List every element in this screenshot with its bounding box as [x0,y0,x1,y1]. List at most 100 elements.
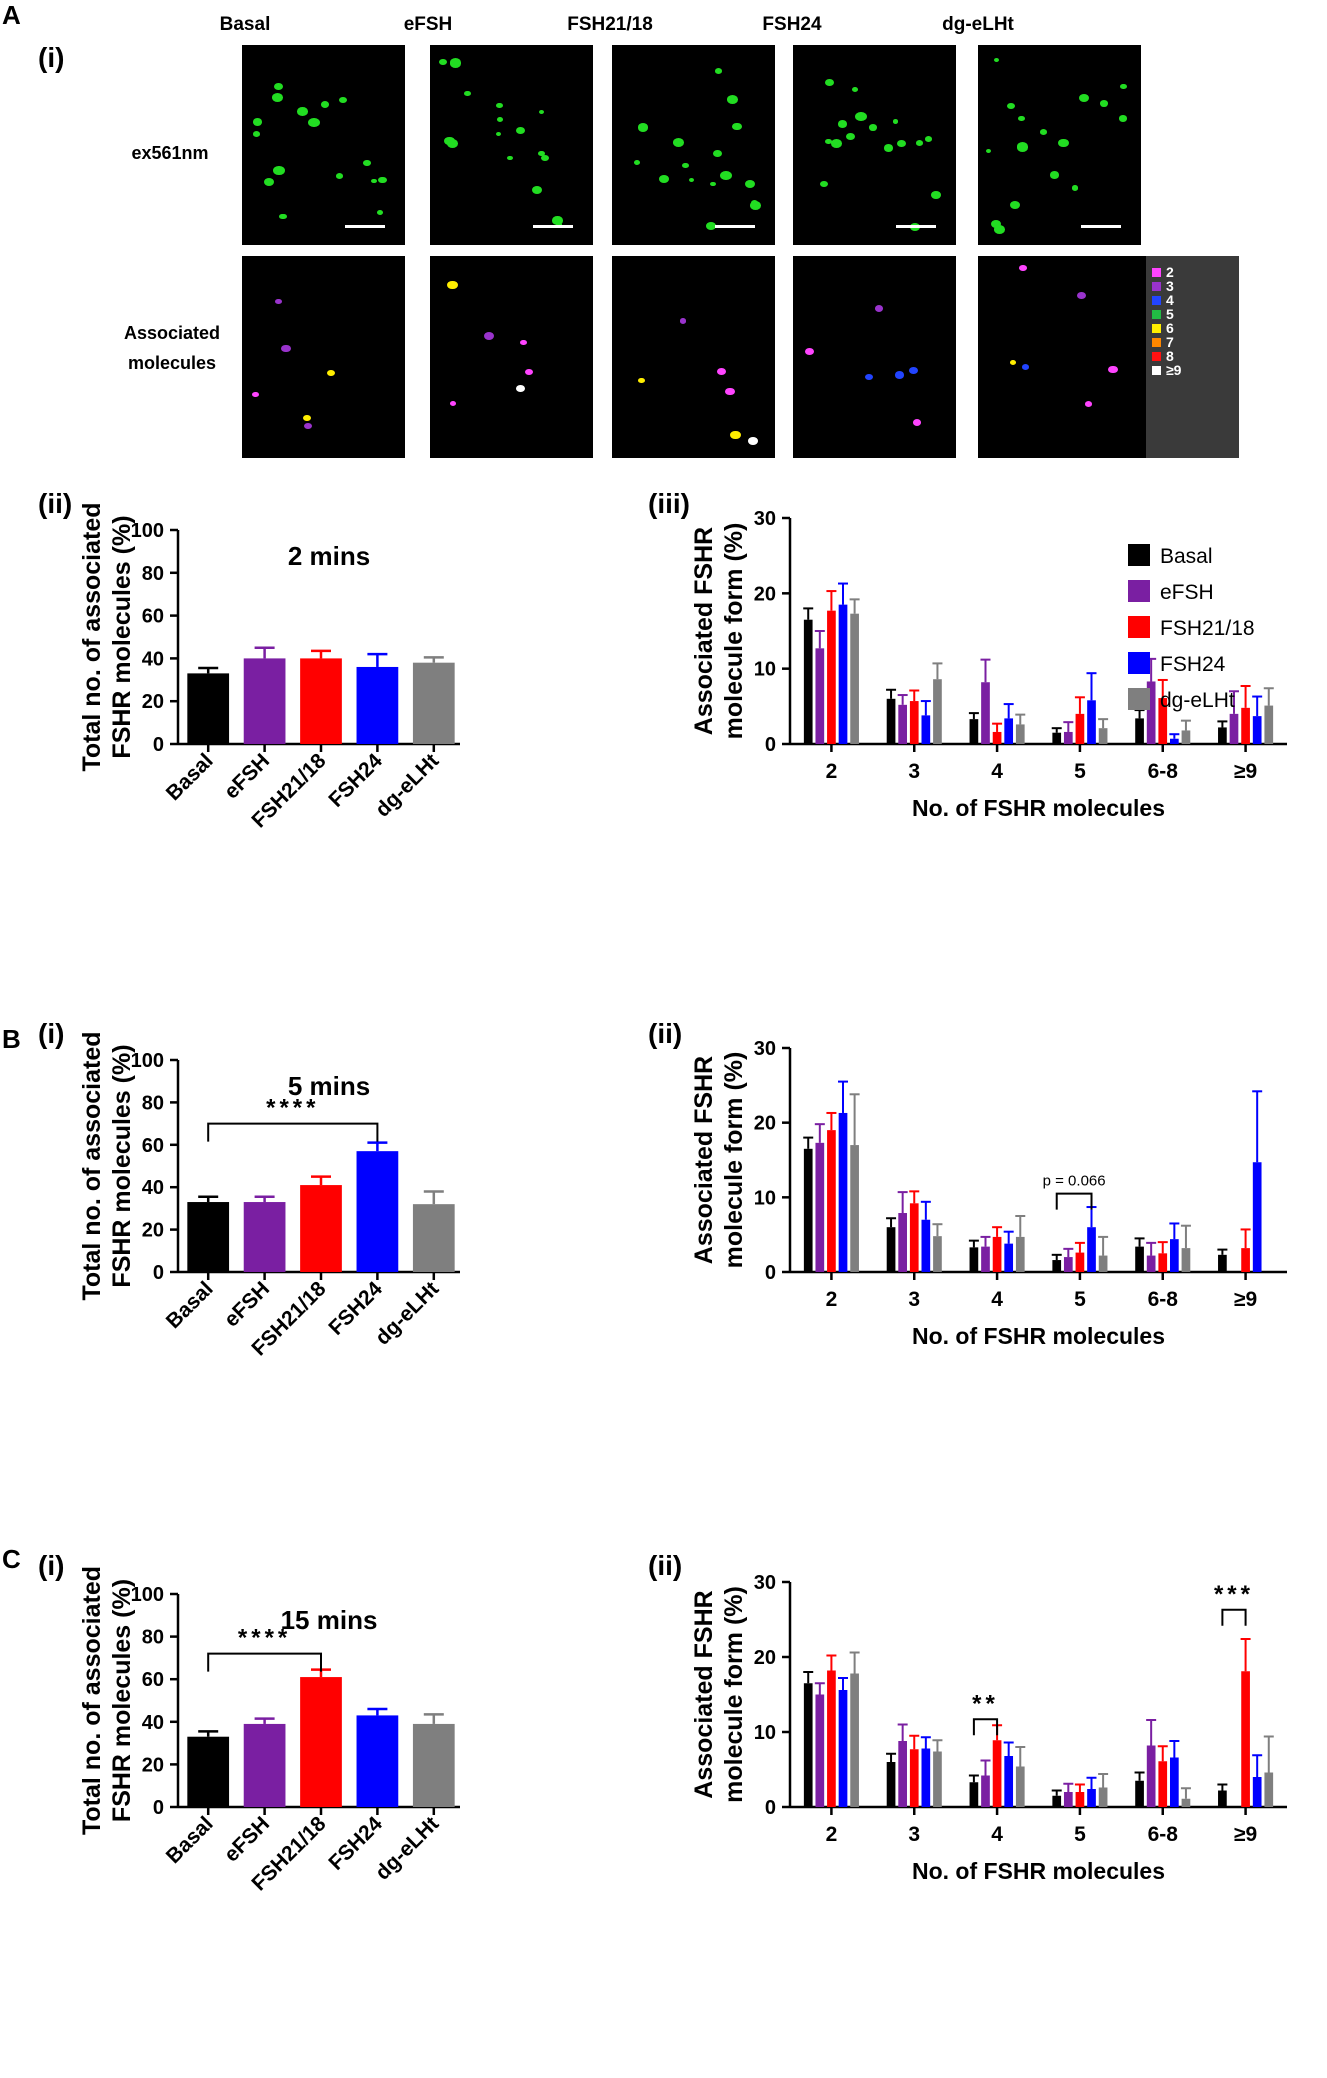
y-tick-label: 0 [153,1262,164,1284]
fluorescent-spot [730,430,741,440]
fluorescent-spot [541,155,550,162]
legend-count-label: 3 [1166,278,1174,294]
bar [827,1670,836,1807]
fluorescent-spot [673,137,685,147]
bar [1146,681,1156,744]
fluorescent-spot [1119,115,1127,122]
bar [898,1213,908,1272]
bar [300,1185,342,1272]
bar [886,698,896,744]
x-tick-label: 6-8 [1148,1288,1179,1311]
fluorescent-spot [483,331,495,340]
x-tick-label: ≥9 [1234,1823,1257,1846]
row-head-ex561nm: ex561nm [131,143,209,163]
x-tick-label: 2 [826,1823,838,1846]
bar [992,731,1002,744]
y-tick-label: 20 [754,1113,776,1135]
legend-count-item: 8 [1152,348,1174,364]
row-head-associated: Associated molecules [123,323,221,373]
panel-letter-b: B [2,1024,21,1054]
fluorescent-spot [296,107,308,116]
fluorescent-spot [251,391,259,398]
fluorescent-spot [515,127,525,135]
y-tick-label: 0 [153,1797,164,1819]
panel-c-ii-label: (ii) [648,1550,683,1581]
fluorescent-spot [538,150,545,157]
fluorescent-spot [273,165,285,175]
fluorescent-spot [679,318,687,324]
bar [981,1775,990,1807]
fluorescent-spot [538,109,544,114]
legend-swatch [1128,688,1150,710]
y-tick-label: 30 [754,508,776,530]
y-tick-label: 80 [142,1092,164,1114]
fluorescent-spot [253,130,261,137]
bar [412,1723,455,1807]
fluorescent-spot [868,124,878,132]
x-tick-label: Basal [162,1277,218,1333]
y-tick-label: 100 [131,520,164,542]
x-tick-label: eFSH [220,749,274,803]
bar [803,1683,813,1807]
fluorescent-spot [883,144,894,152]
bar [1015,724,1025,744]
y-axis-label: Associated FSHR [690,1056,718,1264]
bar [850,1673,859,1807]
bar [187,1736,230,1807]
y-tick-label: 0 [765,1262,776,1284]
fluorescent-spot [915,139,924,146]
y-tick-label: 20 [142,1754,164,1776]
x-tick-label: Basal [162,1812,218,1868]
bar [187,1202,230,1272]
fluorescent-spot [271,93,283,103]
panel-a-iii-label: (iii) [648,488,690,519]
significance-bracket [972,1718,999,1736]
fluorescent-spot [308,117,320,128]
micrograph-ex561nm [612,45,775,245]
fluorescent-spot [852,86,859,92]
bar [1098,728,1108,744]
bar [921,1748,931,1807]
fluorescent-spot [720,171,732,181]
significance-label: ** [972,1690,999,1717]
significance-label: **** [238,1625,291,1652]
y-axis-label: Total no. of associated [78,1566,106,1835]
fluorescent-spot [825,139,832,145]
bar [815,648,825,744]
panel-letter-c: C [2,1544,21,1574]
chart-B-ii: 0 10 20 30 Associated FSHR molecule form (%) 2… [690,1038,1287,1349]
bar [1075,1252,1085,1272]
fluorescent-spot [1006,102,1015,109]
bar [412,662,455,744]
fluorescent-spot [993,58,1000,63]
panel-c-i-label: (i) [38,1550,65,1581]
x-tick-label: 5 [1074,1288,1086,1311]
fluorescent-spot [912,418,922,426]
bar [1063,1792,1073,1807]
panel-a-ii-label: (ii) [38,488,73,519]
bar [1004,1756,1014,1807]
bar [1252,716,1262,744]
bar [815,1142,825,1272]
chart-title: 15 mins [281,1605,378,1635]
x-tick-label: ≥9 [1234,1288,1257,1311]
significance-bracket [1221,1608,1247,1626]
bar [1218,727,1227,744]
fluorescent-spot [633,159,640,165]
fluorescent-spot [1010,201,1021,210]
bar [815,1694,825,1807]
panel-letter-a: A [2,0,21,30]
bar [1087,1227,1096,1272]
x-tick-label: 2 [826,1288,838,1311]
y-tick-label: 60 [142,1135,164,1157]
legend-swatch [1128,580,1150,602]
significance-bracket [1055,1192,1093,1210]
fluorescent-spot [303,422,313,430]
x-tick-label: 2 [826,760,838,783]
bar [1063,731,1073,744]
chart-C-ii: 0 10 20 30 Associated FSHR molecule form (%) 2… [690,1572,1287,1884]
fluorescent-spot [279,213,287,220]
fluorescent-spot [725,387,735,396]
bar [1181,1798,1191,1807]
bar [827,1130,836,1272]
